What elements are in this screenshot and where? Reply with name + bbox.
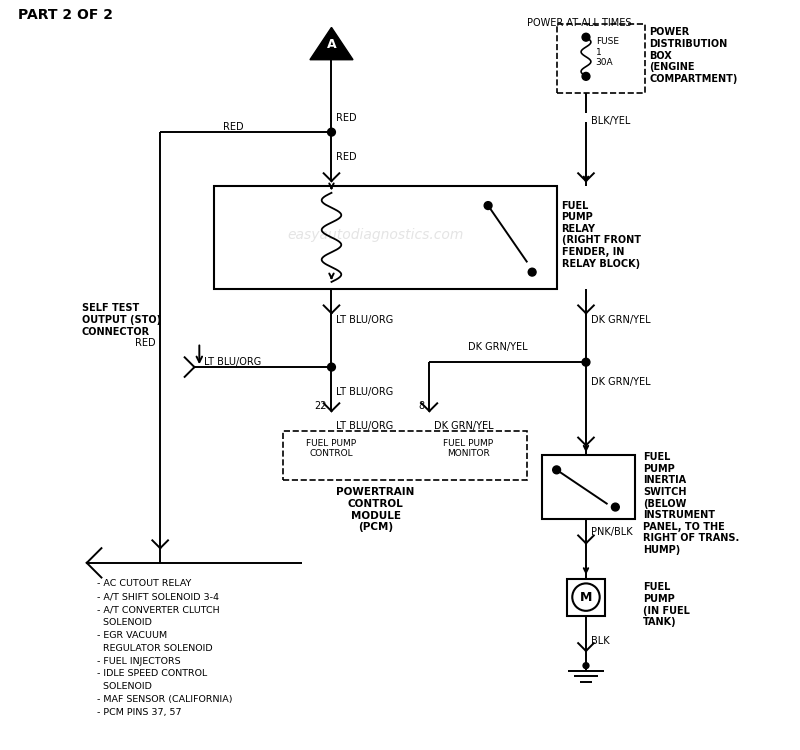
Text: FUEL
PUMP
RELAY
(RIGHT FRONT
FENDER, IN
RELAY BLOCK): FUEL PUMP RELAY (RIGHT FRONT FENDER, IN …: [562, 201, 641, 268]
Circle shape: [327, 363, 335, 371]
Text: - AC CUTOUT RELAY
- A/T SHIFT SOLENOID 3-4
- A/T CONVERTER CLUTCH
  SOLENOID
- E: - AC CUTOUT RELAY - A/T SHIFT SOLENOID 3…: [97, 580, 232, 717]
Circle shape: [484, 202, 492, 209]
Text: POWER
DISTRIBUTION
BOX
(ENGINE
COMPARTMENT): POWER DISTRIBUTION BOX (ENGINE COMPARTME…: [650, 28, 738, 84]
Text: 22: 22: [314, 401, 326, 411]
Text: easyautodiagnostics.com: easyautodiagnostics.com: [287, 228, 464, 242]
Text: LT BLU/ORG: LT BLU/ORG: [336, 315, 394, 326]
Bar: [542, 455, 635, 519]
Text: DK GRN/YEL: DK GRN/YEL: [434, 421, 494, 431]
Text: FUEL
PUMP
INERTIA
SWITCH
(BELOW
INSTRUMENT
PANEL, TO THE
RIGHT OF TRANS.
HUMP): FUEL PUMP INERTIA SWITCH (BELOW INSTRUME…: [642, 452, 739, 555]
Text: FUEL PUMP
CONTROL: FUEL PUMP CONTROL: [306, 439, 357, 458]
Text: 8: 8: [418, 401, 425, 411]
Bar: [557, 25, 645, 93]
Text: BLK/YEL: BLK/YEL: [591, 116, 630, 125]
Text: FUEL
PUMP
(IN FUEL
TANK): FUEL PUMP (IN FUEL TANK): [642, 583, 690, 627]
Text: POWERTRAIN
CONTROL
MODULE
(PCM): POWERTRAIN CONTROL MODULE (PCM): [336, 488, 414, 532]
Text: PART 2 OF 2: PART 2 OF 2: [18, 8, 114, 22]
Text: RED: RED: [134, 338, 155, 347]
Circle shape: [528, 268, 536, 276]
Text: DK GRN/YEL: DK GRN/YEL: [468, 343, 528, 352]
Text: RED: RED: [336, 112, 357, 122]
Circle shape: [582, 358, 590, 366]
Circle shape: [553, 466, 561, 474]
Text: RED: RED: [223, 122, 244, 132]
Bar: [282, 430, 527, 480]
Circle shape: [583, 663, 589, 668]
Circle shape: [327, 128, 335, 136]
Circle shape: [611, 503, 619, 511]
Bar: [567, 578, 605, 616]
Text: BLK: BLK: [591, 636, 610, 646]
Text: RED: RED: [336, 152, 357, 162]
Text: PNK/BLK: PNK/BLK: [591, 526, 633, 536]
Bar: [214, 186, 557, 289]
Text: FUSE
1
30A: FUSE 1 30A: [596, 38, 618, 67]
Text: POWER AT ALL TIMES: POWER AT ALL TIMES: [527, 17, 632, 28]
Text: LT BLU/ORG: LT BLU/ORG: [336, 387, 394, 397]
Text: DK GRN/YEL: DK GRN/YEL: [591, 315, 650, 326]
Text: M: M: [580, 590, 592, 604]
Circle shape: [582, 73, 590, 80]
Text: FUEL PUMP
MONITOR: FUEL PUMP MONITOR: [443, 439, 494, 458]
Circle shape: [582, 33, 590, 41]
Polygon shape: [310, 28, 353, 60]
Text: A: A: [326, 38, 336, 51]
Text: LT BLU/ORG: LT BLU/ORG: [204, 357, 262, 368]
Text: DK GRN/YEL: DK GRN/YEL: [591, 376, 650, 387]
Text: SELF TEST
OUTPUT (STO)
CONNECTOR: SELF TEST OUTPUT (STO) CONNECTOR: [82, 304, 161, 337]
Text: LT BLU/ORG: LT BLU/ORG: [336, 421, 394, 431]
